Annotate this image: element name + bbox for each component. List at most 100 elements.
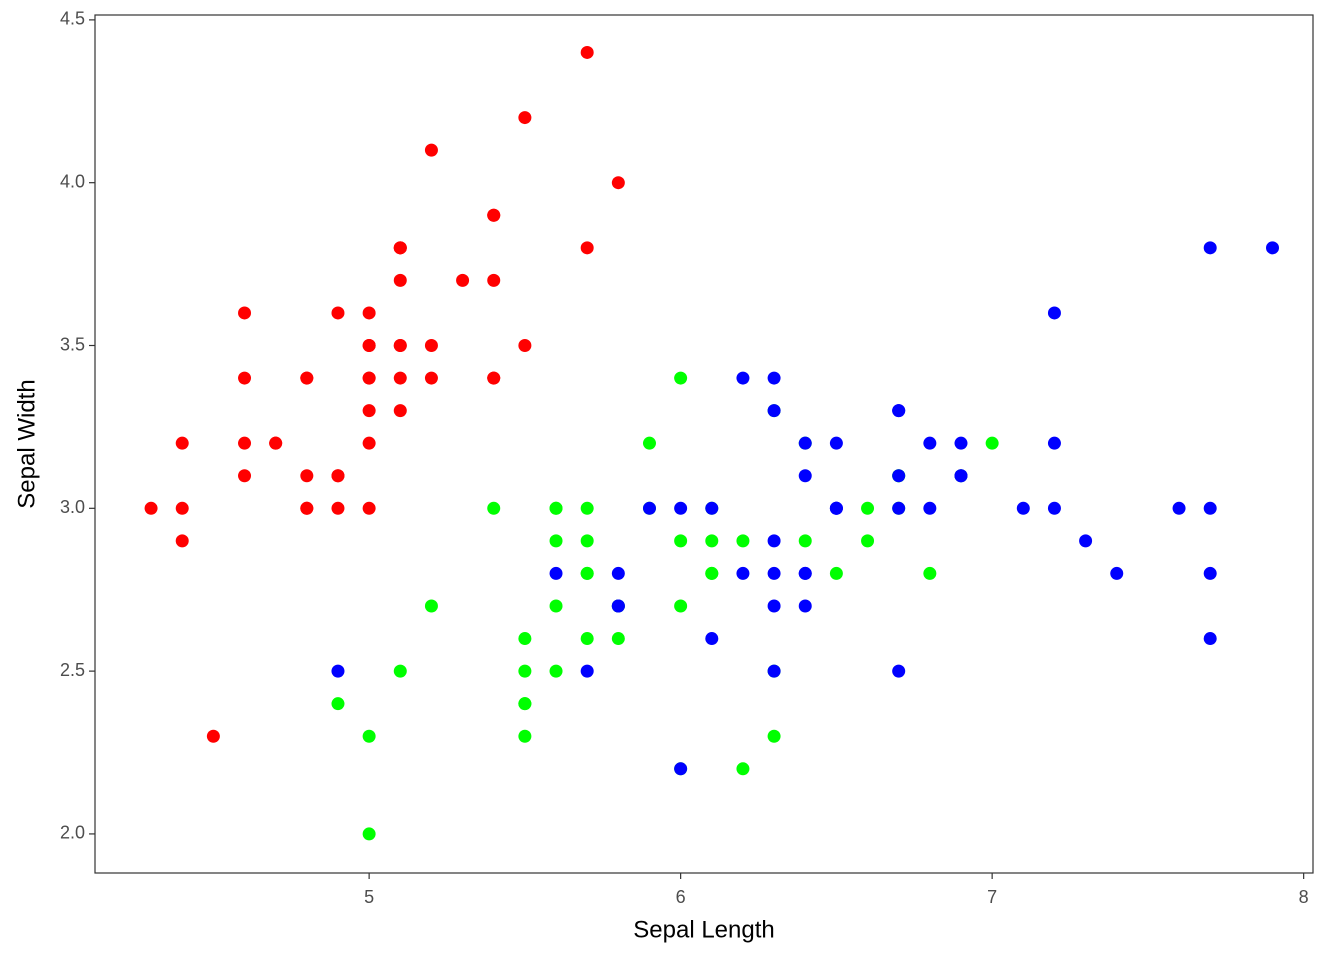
point bbox=[674, 762, 688, 776]
point bbox=[424, 371, 438, 385]
point bbox=[1110, 566, 1124, 580]
point bbox=[331, 469, 345, 483]
point bbox=[861, 501, 875, 515]
point bbox=[1047, 501, 1061, 515]
point bbox=[954, 436, 968, 450]
point bbox=[1047, 306, 1061, 320]
point bbox=[767, 664, 781, 678]
point bbox=[1266, 241, 1280, 255]
point bbox=[923, 436, 937, 450]
point bbox=[175, 501, 189, 515]
point bbox=[238, 469, 252, 483]
point bbox=[518, 111, 532, 125]
x-tick-label: 8 bbox=[1299, 887, 1309, 907]
point bbox=[1203, 501, 1217, 515]
x-axis-title: Sepal Length bbox=[633, 916, 774, 943]
point bbox=[1203, 566, 1217, 580]
point bbox=[362, 729, 376, 743]
point bbox=[269, 436, 283, 450]
x-tick-label: 6 bbox=[676, 887, 686, 907]
point bbox=[923, 566, 937, 580]
point bbox=[829, 436, 843, 450]
point bbox=[518, 339, 532, 353]
point bbox=[767, 534, 781, 548]
point bbox=[487, 501, 501, 515]
point bbox=[1203, 241, 1217, 255]
point bbox=[767, 371, 781, 385]
point bbox=[331, 501, 345, 515]
point bbox=[861, 534, 875, 548]
point bbox=[518, 697, 532, 711]
point bbox=[642, 501, 656, 515]
point bbox=[798, 436, 812, 450]
point bbox=[456, 273, 470, 287]
point bbox=[767, 566, 781, 580]
point bbox=[362, 339, 376, 353]
point bbox=[393, 404, 407, 418]
point bbox=[611, 599, 625, 613]
point bbox=[1079, 534, 1093, 548]
point bbox=[580, 534, 594, 548]
y-tick-label: 3.0 bbox=[60, 497, 85, 517]
point bbox=[923, 501, 937, 515]
point bbox=[705, 566, 719, 580]
point bbox=[798, 534, 812, 548]
point bbox=[674, 371, 688, 385]
y-tick-label: 4.0 bbox=[60, 171, 85, 191]
point bbox=[580, 664, 594, 678]
point bbox=[331, 306, 345, 320]
point bbox=[580, 45, 594, 59]
point bbox=[798, 599, 812, 613]
point bbox=[611, 566, 625, 580]
point bbox=[798, 566, 812, 580]
point bbox=[362, 501, 376, 515]
point bbox=[549, 664, 563, 678]
point bbox=[674, 534, 688, 548]
plot-panel bbox=[94, 14, 1314, 874]
point bbox=[580, 501, 594, 515]
point bbox=[362, 436, 376, 450]
point bbox=[424, 339, 438, 353]
point bbox=[424, 599, 438, 613]
point bbox=[705, 501, 719, 515]
y-tick-label: 3.5 bbox=[60, 334, 85, 354]
point bbox=[767, 729, 781, 743]
x-tick-label: 7 bbox=[987, 887, 997, 907]
point bbox=[487, 208, 501, 222]
point bbox=[175, 534, 189, 548]
point bbox=[393, 664, 407, 678]
point bbox=[424, 143, 438, 157]
point bbox=[736, 534, 750, 548]
point bbox=[736, 762, 750, 776]
point bbox=[611, 176, 625, 190]
point bbox=[549, 534, 563, 548]
point bbox=[611, 632, 625, 646]
point bbox=[238, 371, 252, 385]
point bbox=[300, 501, 314, 515]
point bbox=[300, 371, 314, 385]
point bbox=[954, 469, 968, 483]
point bbox=[362, 404, 376, 418]
point bbox=[736, 371, 750, 385]
point bbox=[238, 436, 252, 450]
point bbox=[549, 566, 563, 580]
point bbox=[580, 241, 594, 255]
point bbox=[736, 566, 750, 580]
point bbox=[175, 436, 189, 450]
point bbox=[798, 469, 812, 483]
point bbox=[549, 599, 563, 613]
point bbox=[549, 501, 563, 515]
point bbox=[829, 566, 843, 580]
point bbox=[518, 729, 532, 743]
point bbox=[674, 599, 688, 613]
point bbox=[1016, 501, 1030, 515]
point bbox=[767, 599, 781, 613]
point bbox=[892, 469, 906, 483]
point bbox=[393, 273, 407, 287]
point bbox=[1203, 632, 1217, 646]
point bbox=[300, 469, 314, 483]
y-axis-title: Sepal Width bbox=[13, 379, 40, 508]
point bbox=[238, 306, 252, 320]
